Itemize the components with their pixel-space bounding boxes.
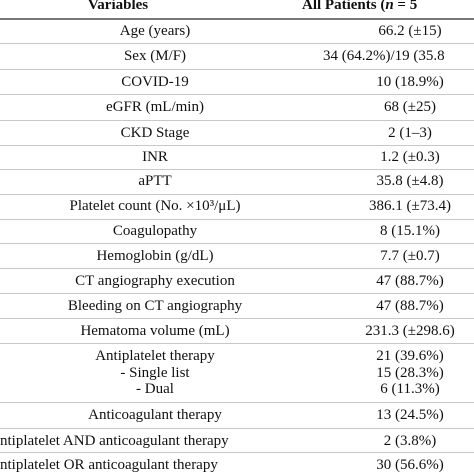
header-variables: Variables xyxy=(87,0,149,13)
variable-cell: eGFR (mL/min) xyxy=(106,99,204,115)
row-rule xyxy=(0,402,474,403)
value-cell: 6 (11.3%) xyxy=(380,381,440,397)
row-rule xyxy=(0,243,474,244)
value-cell: 68 (±25) xyxy=(384,99,436,115)
variable-cell: aPTT xyxy=(138,173,172,189)
row-rule xyxy=(0,428,474,429)
variable-cell: Bleeding on CT angiography xyxy=(67,298,243,314)
variable-cell: CT angiography execution xyxy=(75,273,235,289)
value-cell: 30 (56.6%) xyxy=(376,457,444,473)
value-cell: 2 (1–3) xyxy=(388,125,432,141)
header-n: n xyxy=(385,0,394,13)
variable-cell: ntiplatelet OR anticoagulant therapy xyxy=(0,457,218,473)
row-rule xyxy=(0,194,474,195)
value-cell: 386.1 (±73.4) xyxy=(369,198,451,214)
value-cell: 66.2 (±15) xyxy=(378,23,442,39)
header-text: All Patients ( xyxy=(302,0,386,13)
row-rule xyxy=(0,219,474,220)
variable-cell: Platelet count (No. ×10³/μL) xyxy=(69,198,241,214)
row-rule xyxy=(0,43,474,44)
variable-cell: Sex (M/F) xyxy=(123,48,187,64)
row-rule xyxy=(0,318,474,319)
value-cell: 8 (15.1%) xyxy=(380,223,440,239)
value-cell: 21 (39.6%) xyxy=(376,348,444,364)
value-cell: 47 (88.7%) xyxy=(376,273,444,289)
variable-cell: COVID-19 xyxy=(121,74,189,90)
variable-cell: CKD Stage xyxy=(120,125,190,141)
header-text: = 5 xyxy=(393,0,418,13)
row-rule xyxy=(0,268,474,269)
row-rule xyxy=(0,452,474,453)
row-rule xyxy=(0,343,474,344)
variable-cell: Hemoglobin (g/dL) xyxy=(96,248,214,264)
value-cell: 231.3 (±298.6) xyxy=(365,323,455,339)
value-cell: 13 (24.5%) xyxy=(376,407,444,423)
row-rule xyxy=(0,120,474,121)
row-rule xyxy=(0,94,474,95)
value-cell: 15 (28.3%) xyxy=(376,365,444,381)
variable-cell: Antiplatelet therapy xyxy=(95,348,215,364)
value-cell: 47 (88.7%) xyxy=(376,298,444,314)
variable-cell: Anticoagulant therapy xyxy=(88,407,222,423)
variable-cell: - Single list xyxy=(120,365,190,381)
variable-cell: Hematoma volume (mL) xyxy=(80,323,230,339)
value-cell: 10 (18.9%) xyxy=(376,74,444,90)
row-rule xyxy=(0,169,474,170)
value-cell: 7.7 (±0.7) xyxy=(380,248,440,264)
row-rule xyxy=(0,293,474,294)
variable-cell: Coagulopathy xyxy=(112,223,198,239)
value-cell: 35.8 (±4.8) xyxy=(376,173,444,189)
variable-cell: Age (years) xyxy=(119,23,191,39)
variable-cell: INR xyxy=(142,149,168,165)
row-rule xyxy=(0,145,474,146)
variable-cell: - Dual xyxy=(136,381,174,397)
header-all-patients: All Patients (n = 5 xyxy=(302,0,417,14)
variable-cell: ntiplatelet AND anticoagulant therapy xyxy=(0,433,229,449)
value-cell: 1.2 (±0.3) xyxy=(380,149,440,165)
value-cell: 2 (3.8%) xyxy=(383,433,437,449)
row-rule xyxy=(0,69,474,70)
row-rule xyxy=(0,18,474,20)
value-cell: 34 (64.2%)/19 (35.8 xyxy=(323,48,445,64)
